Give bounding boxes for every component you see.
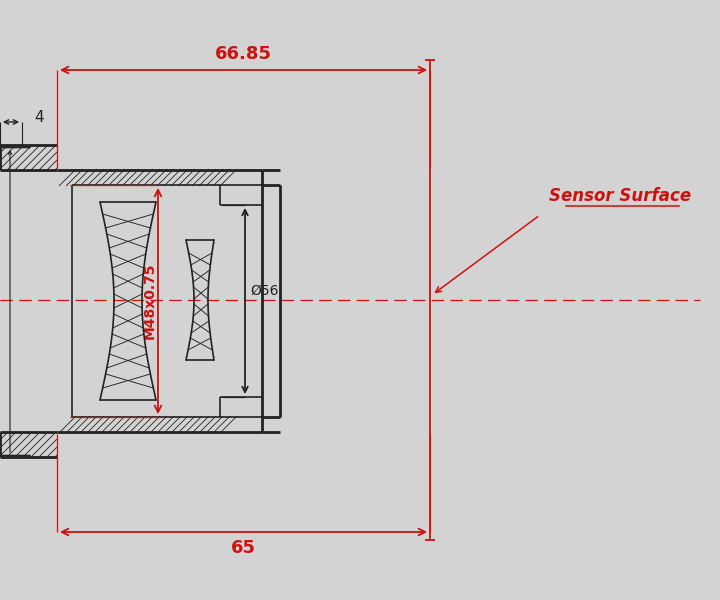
Text: Sensor Surface: Sensor Surface <box>549 187 691 205</box>
Text: 65: 65 <box>231 539 256 557</box>
Text: 66.85: 66.85 <box>215 45 272 63</box>
Text: M48x0.75: M48x0.75 <box>143 263 157 339</box>
Text: Ø56: Ø56 <box>250 284 279 298</box>
Text: 4: 4 <box>34 110 44 125</box>
